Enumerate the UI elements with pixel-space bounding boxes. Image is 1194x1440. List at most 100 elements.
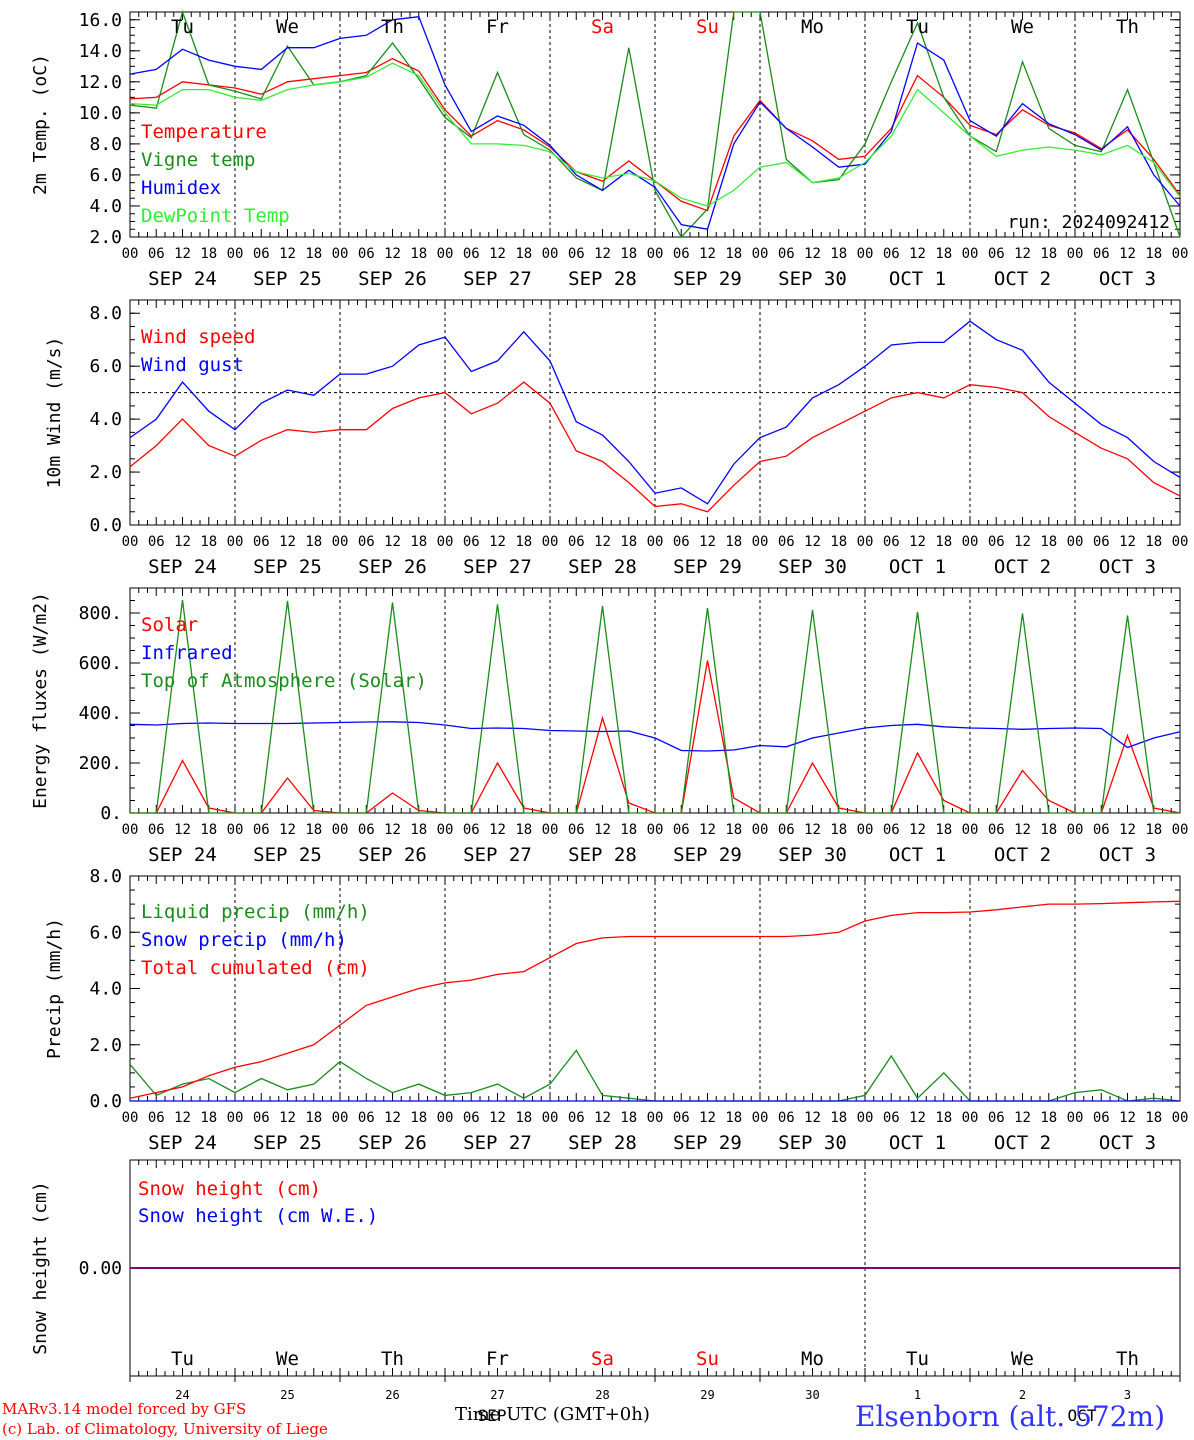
panel-3-frame xyxy=(129,587,1181,814)
day-name: Th xyxy=(1116,16,1139,38)
day-name: We xyxy=(1011,16,1034,38)
x-hour-label: 18 xyxy=(515,1110,532,1126)
x-hour-label: 18 xyxy=(935,1110,952,1126)
x-date-label: SEP 26 xyxy=(358,556,427,578)
x-hour-label: 12 xyxy=(594,1110,611,1126)
x-hour-label: 12 xyxy=(804,246,821,262)
x-hour-label: 00 xyxy=(332,246,349,262)
x-hour-label: 06 xyxy=(148,1110,165,1126)
y-tick-label: 0.00 xyxy=(79,1258,122,1279)
legend-entry: Solar xyxy=(141,614,198,636)
x-hour-label: 12 xyxy=(1014,822,1031,838)
x-hour-label: 18 xyxy=(200,534,217,550)
x-hour-label: 12 xyxy=(804,1110,821,1126)
y-tick-label: 6.0 xyxy=(89,356,122,377)
x-hour-label: 06 xyxy=(883,534,900,550)
legend-entry: Liquid precip (mm/h) xyxy=(141,901,370,923)
x-hour-label: 18 xyxy=(620,822,637,838)
y-tick-label: 10.0 xyxy=(79,103,122,124)
y-tick-label: 0.0 xyxy=(89,1091,122,1112)
x-hour-label: 06 xyxy=(568,1110,585,1126)
day-number: 3 xyxy=(1124,1388,1131,1402)
x-hour-label: 12 xyxy=(1014,1110,1031,1126)
x-hour-label: 18 xyxy=(830,246,847,262)
x-hour-label: 18 xyxy=(725,534,742,550)
day-name: Mo xyxy=(801,16,824,38)
x-hour-label: 12 xyxy=(1014,534,1031,550)
x-hour-label: 06 xyxy=(1093,534,1110,550)
x-hour-label: 06 xyxy=(778,246,795,262)
x-date-label: OCT 2 xyxy=(994,556,1051,578)
x-hour-label: 00 xyxy=(542,1110,559,1126)
x-date-label: OCT 1 xyxy=(889,268,946,290)
x-hour-label: 00 xyxy=(962,246,979,262)
y-tick-label: 2.0 xyxy=(89,227,122,248)
x-hour-label: 18 xyxy=(1040,822,1057,838)
x-date-label: SEP 25 xyxy=(253,1132,322,1154)
x-hour-label: 12 xyxy=(384,822,401,838)
x-hour-label: 18 xyxy=(830,1110,847,1126)
day-name: We xyxy=(276,16,299,38)
x-date-label: OCT 2 xyxy=(994,1132,1051,1154)
x-hour-label: 12 xyxy=(1119,1110,1136,1126)
x-hour-label: 12 xyxy=(279,1110,296,1126)
x-hour-label: 06 xyxy=(988,1110,1005,1126)
y-tick-label: 2.0 xyxy=(89,1035,122,1056)
x-hour-label: 06 xyxy=(988,246,1005,262)
copyright-credit: (c) Lab. of Climatology, University of L… xyxy=(2,1420,328,1438)
x-hour-label: 00 xyxy=(332,534,349,550)
x-hour-label: 00 xyxy=(647,822,664,838)
x-hour-label: 00 xyxy=(332,822,349,838)
x-date-label: SEP 24 xyxy=(148,268,217,290)
x-hour-label: 06 xyxy=(673,1110,690,1126)
x-date-label: OCT 1 xyxy=(889,1132,946,1154)
x-hour-label: 12 xyxy=(174,822,191,838)
x-date-label: SEP 28 xyxy=(568,268,637,290)
legend-entry: Wind gust xyxy=(141,354,244,376)
x-hour-label: 00 xyxy=(857,1110,874,1126)
x-hour-label: 18 xyxy=(515,534,532,550)
x-date-label: SEP 30 xyxy=(778,556,847,578)
x-hour-label: 06 xyxy=(673,822,690,838)
x-hour-label: 00 xyxy=(542,534,559,550)
day-name: Su xyxy=(696,1348,719,1370)
x-hour-label: 00 xyxy=(227,822,244,838)
x-hour-label: 12 xyxy=(384,1110,401,1126)
x-hour-label: 18 xyxy=(935,822,952,838)
x-hour-label: 06 xyxy=(673,246,690,262)
x-hour-label: 00 xyxy=(122,822,139,838)
x-hour-label: 12 xyxy=(384,534,401,550)
x-hour-label: 06 xyxy=(568,534,585,550)
x-date-label: SEP 24 xyxy=(148,556,217,578)
x-hour-label: 12 xyxy=(384,246,401,262)
day-number: 25 xyxy=(280,1388,294,1402)
x-hour-label: 18 xyxy=(200,822,217,838)
x-date-label: SEP 28 xyxy=(568,844,637,866)
x-hour-label: 06 xyxy=(568,822,585,838)
x-hour-label: 00 xyxy=(227,246,244,262)
x-date-label: SEP 29 xyxy=(673,556,742,578)
x-hour-label: 18 xyxy=(305,534,322,550)
x-hour-label: 12 xyxy=(699,246,716,262)
x-hour-label: 12 xyxy=(279,534,296,550)
legend-entry: Infrared xyxy=(141,642,233,664)
y-tick-label: 14.0 xyxy=(79,41,122,62)
x-hour-label: 18 xyxy=(830,822,847,838)
series-line-wind-speed xyxy=(129,381,1181,513)
x-hour-label: 00 xyxy=(542,822,559,838)
x-hour-label: 00 xyxy=(752,1110,769,1126)
run-annotation: run: 2024092412 xyxy=(1007,212,1170,233)
day-name: Sa xyxy=(591,16,614,38)
day-name: We xyxy=(1011,1348,1034,1370)
day-name: Tu xyxy=(906,16,929,38)
x-hour-label: 06 xyxy=(988,822,1005,838)
day-name: Tu xyxy=(906,1348,929,1370)
x-hour-label: 00 xyxy=(542,246,559,262)
x-hour-label: 18 xyxy=(1040,534,1057,550)
x-date-label: SEP 26 xyxy=(358,844,427,866)
x-hour-label: 06 xyxy=(778,822,795,838)
x-hour-label: 12 xyxy=(174,1110,191,1126)
x-hour-label: 12 xyxy=(804,822,821,838)
x-hour-label: 06 xyxy=(1093,1110,1110,1126)
